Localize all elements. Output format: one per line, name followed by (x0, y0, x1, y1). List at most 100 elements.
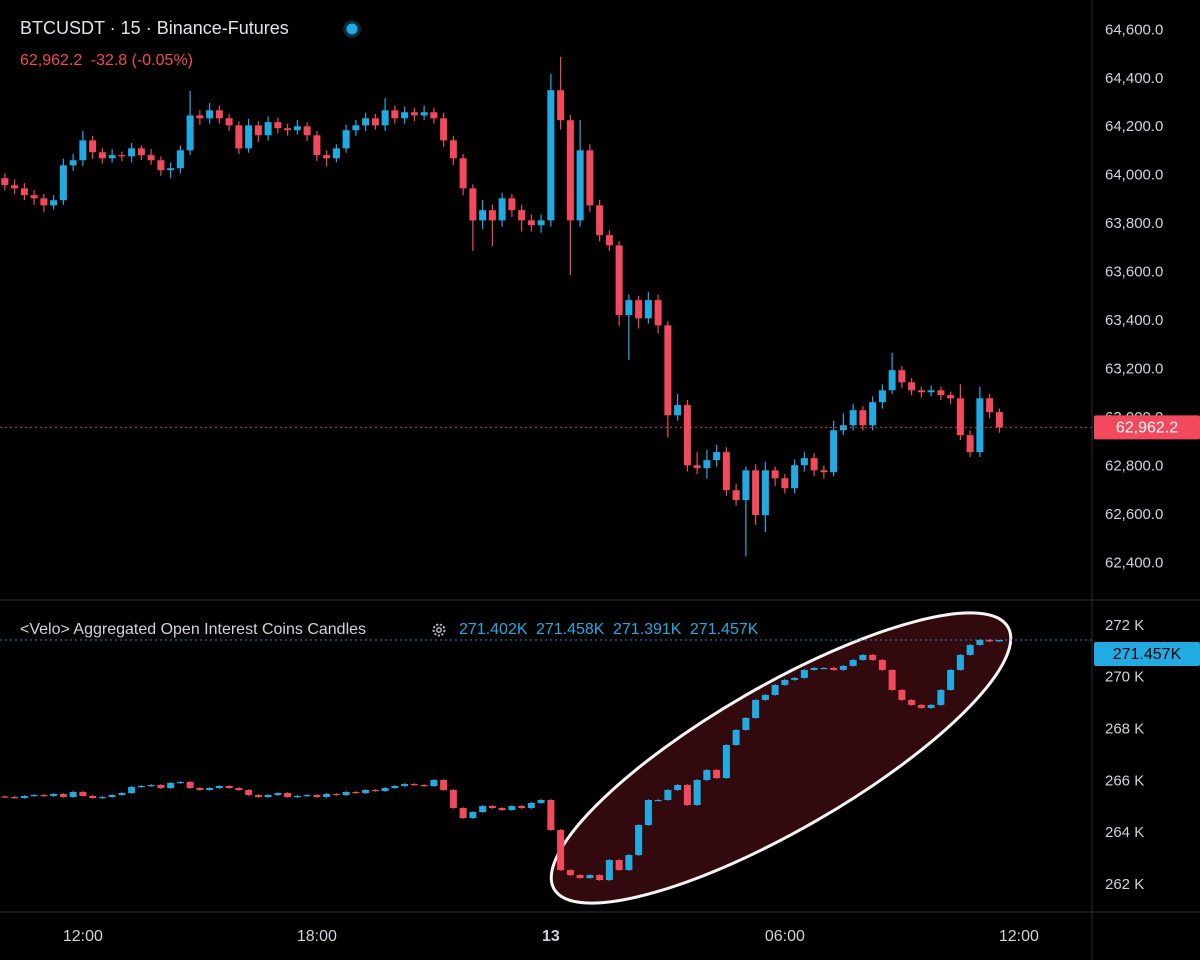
candle-body (79, 791, 87, 797)
candle-body (664, 789, 672, 801)
candle-body (391, 786, 399, 789)
symbol-title: BTCUSDT · 15 · Binance-Futures (20, 18, 289, 38)
candle-body (176, 781, 184, 784)
candle-body (722, 744, 730, 779)
candle-body (557, 830, 565, 871)
candle-body (420, 112, 428, 116)
candle-body (313, 795, 321, 797)
candle-body (635, 825, 643, 856)
candle-body (459, 808, 467, 819)
candle-body (108, 155, 116, 159)
candle-body (206, 788, 214, 790)
candle-body (245, 789, 253, 795)
candle-body (683, 784, 691, 806)
candle-body (479, 806, 487, 812)
candle-body (518, 210, 526, 221)
candle-body (469, 811, 477, 819)
candle-body (245, 125, 253, 149)
candle-body (401, 783, 409, 787)
gear-hub (436, 627, 442, 633)
candle-body (59, 165, 67, 201)
candle-body (157, 160, 165, 171)
candle-body (810, 458, 818, 471)
candle-body (410, 783, 418, 786)
candle-body (693, 779, 701, 806)
candle-body (137, 148, 145, 156)
candle-body (742, 717, 750, 730)
candle-body (186, 115, 194, 151)
candle-body (947, 669, 955, 690)
candle-body (547, 800, 555, 831)
candle-body (683, 405, 691, 466)
candle-body (557, 90, 565, 121)
candle-body (186, 781, 194, 789)
candle-body (362, 789, 370, 794)
candle-body (771, 684, 779, 695)
candle-body (371, 789, 379, 792)
candle-body (722, 452, 730, 491)
candle-body (147, 784, 155, 787)
candle-body (800, 669, 808, 678)
last-price-box (1094, 415, 1200, 440)
candle-body (274, 122, 282, 129)
candle-body (69, 791, 77, 797)
candle-body (869, 654, 877, 660)
candle-body (878, 390, 886, 403)
candle-body (284, 793, 292, 797)
candle-body (625, 855, 633, 871)
settings-icon[interactable] (432, 623, 446, 637)
candle-body (235, 788, 243, 790)
candle-body (644, 800, 652, 826)
x-tick-label: 12:00 (999, 928, 1039, 945)
candle-body (254, 125, 262, 136)
highlight-ellipse (549, 611, 1013, 905)
candle-body (937, 390, 945, 396)
candle-body (956, 654, 964, 670)
candle-body (849, 410, 857, 426)
candle-body (98, 152, 106, 159)
candle-body (586, 875, 594, 879)
candle-body (859, 410, 867, 426)
candle-body (917, 390, 925, 393)
candle-body (206, 110, 214, 119)
candle-body (196, 788, 204, 790)
candle-body (50, 793, 58, 797)
candle-body (11, 185, 19, 189)
candle-body (332, 148, 340, 159)
candle-body (20, 188, 28, 196)
candle-body (820, 667, 828, 670)
candle-body (888, 370, 896, 391)
candle-body (566, 870, 574, 876)
candle-body (274, 793, 282, 795)
candle-body (810, 667, 818, 670)
candle-body (264, 795, 272, 797)
last-price-label: 62,962.2 (1116, 420, 1178, 437)
candle-body (635, 300, 643, 319)
candle-body (654, 800, 662, 802)
candle-body (713, 452, 721, 461)
oi-open: 271.402K (459, 621, 528, 638)
candle-body (752, 699, 760, 718)
candle-body (869, 402, 877, 426)
candle-body (761, 470, 769, 516)
y-tick-label: 63,200.0 (1105, 361, 1163, 378)
gear-teeth (432, 623, 446, 637)
candle-body (781, 679, 789, 685)
candle-body (225, 786, 233, 789)
candle-body (118, 793, 126, 795)
candle-body (332, 793, 340, 796)
candle-body (791, 677, 799, 680)
candle-body (674, 405, 682, 416)
candle-body (927, 390, 935, 393)
candle-body (20, 796, 28, 799)
candle-body (927, 704, 935, 708)
candle-body (50, 200, 58, 206)
candle-body (284, 128, 292, 131)
candle-body (917, 704, 925, 708)
candle-body (976, 398, 984, 453)
indicator-title: <Velo> Aggregated Open Interest Coins Ca… (20, 621, 366, 638)
candle-body (986, 639, 994, 642)
candle-body (342, 130, 350, 149)
candle-body (449, 140, 457, 159)
